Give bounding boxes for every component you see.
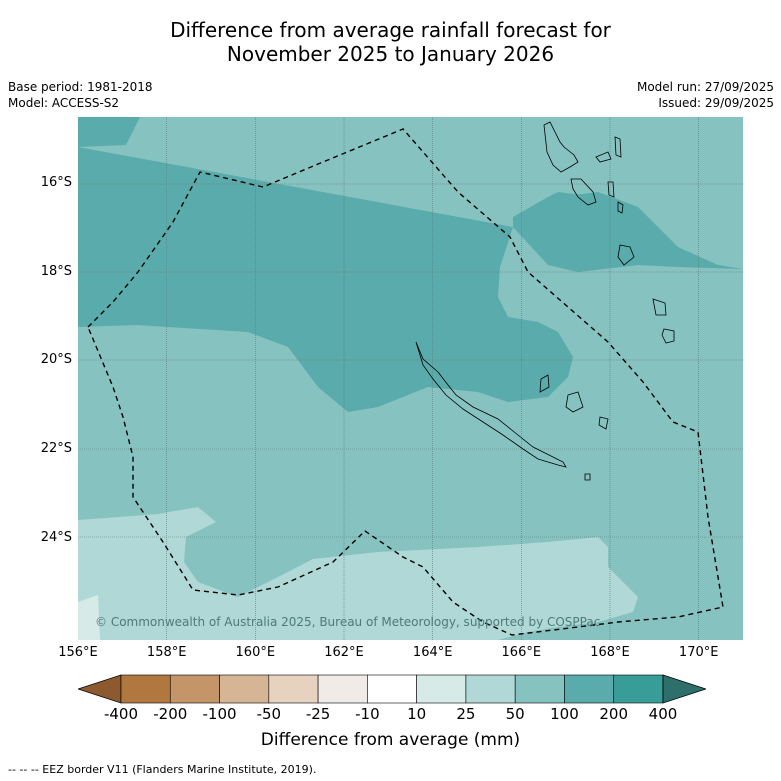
colorbar-segment (416, 674, 467, 704)
colorbar-segment (169, 674, 220, 704)
colorbar-tick-label: 200 (599, 705, 629, 723)
eez-legend: -- -- -- EEZ border V11 (Flanders Marine… (8, 763, 317, 776)
lon-label: 170°E (678, 645, 719, 660)
lat-label: 20°S (40, 352, 72, 367)
issued-date: Issued: 29/09/2025 (658, 96, 774, 110)
copyright-text: © Commonwealth of Australia 2025, Bureau… (95, 615, 600, 629)
colorbar-segment (465, 674, 516, 704)
map-title: Difference from average rainfall forecas… (0, 18, 781, 66)
lon-label: 160°E (235, 645, 276, 660)
colorbar-tick-label: 10 (407, 705, 427, 723)
colorbar-segment (219, 674, 270, 704)
colorbar-extend-low (78, 674, 122, 704)
band-100-200 (78, 117, 743, 412)
lat-label: 18°S (40, 264, 72, 279)
title-line-2: November 2025 to January 2026 (226, 42, 555, 66)
model-name: Model: ACCESS-S2 (8, 96, 120, 110)
new-caledonia-coastline (415, 341, 567, 468)
colorbar-segment (564, 674, 615, 704)
vanuatu-islands (543, 121, 675, 344)
colorbar-tick-label: -10 (355, 705, 380, 723)
colorbar-tick-label: -50 (256, 705, 282, 723)
colorbar (78, 674, 706, 704)
rainfall-map: © Commonwealth of Australia 2025, Bureau… (78, 117, 743, 640)
lat-label: 16°S (40, 175, 72, 190)
lon-label: 158°E (146, 645, 187, 660)
colorbar-tick-label: -25 (305, 705, 331, 723)
colorbar-tick-label: 50 (505, 705, 525, 723)
lon-label: 168°E (590, 645, 630, 660)
colorbar-segment (613, 674, 664, 704)
lon-label: 162°E (324, 645, 364, 660)
title-line-1: Difference from average rainfall forecas… (170, 18, 611, 42)
colorbar-segment (268, 674, 319, 704)
lon-label: 164°E (412, 645, 453, 660)
colorbar-segment (120, 674, 171, 704)
colorbar-segment (317, 674, 368, 704)
base-period: Base period: 1981-2018 (8, 80, 153, 94)
colorbar-segment (367, 674, 417, 704)
lat-label: 22°S (40, 441, 72, 456)
colorbar-tick-label: -200 (153, 705, 188, 723)
colorbar-tick-label: -100 (202, 705, 237, 723)
colorbar-tick-label: -400 (103, 705, 139, 723)
band-10-25 (78, 595, 100, 640)
loyalty-islands (539, 374, 609, 481)
band-25-50 (78, 507, 638, 640)
colorbar-tick-label: 100 (550, 705, 579, 723)
colorbar-tick-label: 400 (648, 705, 678, 723)
colorbar-tick-label: 25 (456, 705, 476, 723)
lat-label: 24°S (40, 530, 72, 545)
colorbar-title: Difference from average (mm) (260, 730, 521, 750)
lon-label: 156°E (58, 645, 98, 660)
lon-label: 166°E (501, 645, 542, 660)
meta-left: Base period: 1981-2018 Model: ACCESS-S2 (8, 79, 153, 111)
model-run: Model run: 27/09/2025 (636, 80, 774, 94)
graticule (78, 117, 743, 640)
meta-right: Model run: 27/09/2025 Issued: 29/09/2025 (637, 79, 774, 111)
colorbar-extend-high (662, 674, 706, 704)
colorbar-segment (514, 674, 565, 704)
